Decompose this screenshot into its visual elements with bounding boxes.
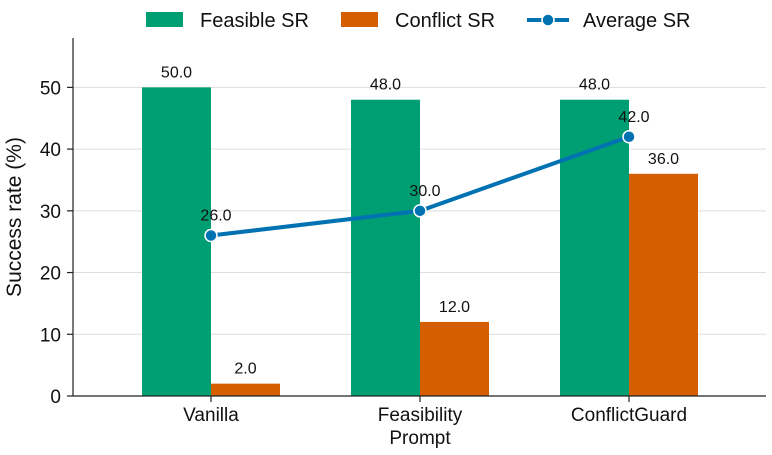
legend-swatch [341, 12, 378, 27]
average-sr-point [413, 204, 427, 218]
bar-conflict-sr [629, 173, 698, 396]
x-tick-label: Feasibility [378, 405, 463, 426]
bar-conflict-sr [420, 321, 489, 396]
legend-swatch-marker [541, 13, 555, 27]
bar-feasible-sr [560, 99, 629, 397]
y-tick-label: 20 [40, 264, 61, 285]
data-label-conflict: 12.0 [439, 299, 470, 316]
bar-feasible-sr [142, 87, 211, 397]
bar-feasible-sr [351, 99, 420, 397]
x-tick-label: Prompt [389, 428, 451, 449]
legend-label: Feasible SR [200, 10, 309, 32]
y-tick-label: 30 [40, 202, 61, 223]
legend-label: Conflict SR [395, 10, 495, 32]
data-label-feasible: 50.0 [161, 64, 192, 81]
data-label-feasible: 48.0 [370, 77, 401, 94]
y-tick-label: 10 [40, 325, 61, 346]
legend-item: Average SR [527, 10, 690, 32]
data-label-average: 30.0 [409, 183, 440, 200]
x-tick-label: Vanilla [183, 405, 239, 426]
x-tick-label: ConflictGuard [571, 405, 687, 426]
bar-conflict-sr [211, 383, 280, 396]
legend: Feasible SR Conflict SR Average SR [146, 10, 690, 32]
legend-item: Feasible SR [146, 10, 309, 32]
data-label-average: 42.0 [618, 109, 649, 126]
y-tick-label: 50 [40, 78, 61, 99]
legend-label: Average SR [583, 10, 690, 32]
y-tick-label: 40 [40, 140, 61, 161]
legend-swatch [146, 12, 183, 27]
y-axis-label: Success rate (%) [3, 137, 26, 297]
average-line [204, 130, 636, 243]
average-sr-point [204, 228, 218, 243]
data-label-conflict: 2.0 [234, 361, 256, 378]
average-sr-point [622, 130, 636, 144]
data-label-average: 26.0 [200, 208, 231, 225]
bars [142, 87, 698, 397]
data-labels: 50.0 2.0 26.0 48.0 12.0 30.0 48.0 36.0 42.0 [161, 64, 679, 377]
data-label-conflict: 36.0 [648, 151, 679, 168]
data-label-feasible: 48.0 [579, 77, 610, 94]
y-tick-label: 0 [50, 387, 61, 408]
legend-item: Conflict SR [341, 10, 495, 32]
